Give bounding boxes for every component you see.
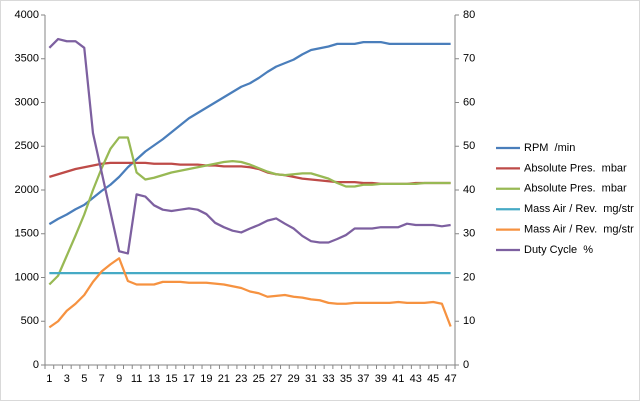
series-line	[48, 136, 451, 286]
y2-tick-label: 20	[463, 271, 475, 283]
y2-tick-label: 70	[463, 53, 475, 65]
x-tick-label: 13	[148, 373, 160, 385]
series-line	[48, 41, 451, 226]
y2-tick-label: 80	[463, 9, 475, 21]
y-tick-label: 2500	[15, 140, 39, 152]
legend-label: Mass Air / Rev. mg/str	[524, 224, 634, 236]
legend-label: Absolute Pres. mbar	[524, 183, 627, 195]
x-tick-label: 7	[99, 373, 105, 385]
legend-label: RPM /min	[524, 142, 575, 154]
legend-label: Mass Air / Rev. mg/str	[524, 203, 634, 215]
x-tick-label: 15	[165, 373, 177, 385]
y-tick-label: 0	[33, 359, 39, 371]
y-tick-label: 4000	[15, 9, 39, 21]
y-tick-label: 3000	[15, 96, 39, 108]
x-tick-label: 3	[64, 373, 70, 385]
y-tick-label: 3500	[15, 53, 39, 65]
x-tick-label: 39	[375, 373, 387, 385]
x-tick-label: 41	[392, 373, 404, 385]
x-tick-label: 5	[81, 373, 87, 385]
series-line	[48, 257, 452, 329]
x-tick-label: 45	[427, 373, 439, 385]
x-tick-label: 21	[218, 373, 230, 385]
x-tick-label: 35	[340, 373, 352, 385]
y2-tick-label: 30	[463, 228, 475, 240]
x-tick-label: 43	[410, 373, 422, 385]
x-tick-label: 23	[235, 373, 247, 385]
series-line	[48, 37, 451, 255]
y2-tick-label: 50	[463, 140, 475, 152]
y2-tick-label: 10	[463, 315, 475, 327]
y2-tick-label: 0	[463, 359, 469, 371]
legend-label: Duty Cycle %	[524, 244, 593, 256]
x-tick-label: 37	[357, 373, 369, 385]
y-tick-label: 500	[21, 315, 39, 327]
y-tick-label: 1500	[15, 228, 39, 240]
x-tick-label: 29	[287, 373, 299, 385]
x-tick-label: 27	[270, 373, 282, 385]
y2-tick-label: 40	[463, 184, 475, 196]
x-tick-label: 33	[322, 373, 334, 385]
x-tick-label: 31	[305, 373, 317, 385]
y-tick-label: 2000	[15, 184, 39, 196]
y-tick-label: 1000	[15, 271, 39, 283]
legend-label: Absolute Pres. mbar	[524, 162, 627, 174]
x-tick-label: 17	[183, 373, 195, 385]
x-tick-label: 25	[253, 373, 265, 385]
x-tick-label: 19	[200, 373, 212, 385]
x-tick-label: 9	[116, 373, 122, 385]
x-tick-label: 11	[131, 373, 142, 385]
y2-tick-label: 60	[463, 96, 475, 108]
x-tick-label: 1	[46, 373, 52, 385]
x-tick-label: 47	[445, 373, 457, 385]
